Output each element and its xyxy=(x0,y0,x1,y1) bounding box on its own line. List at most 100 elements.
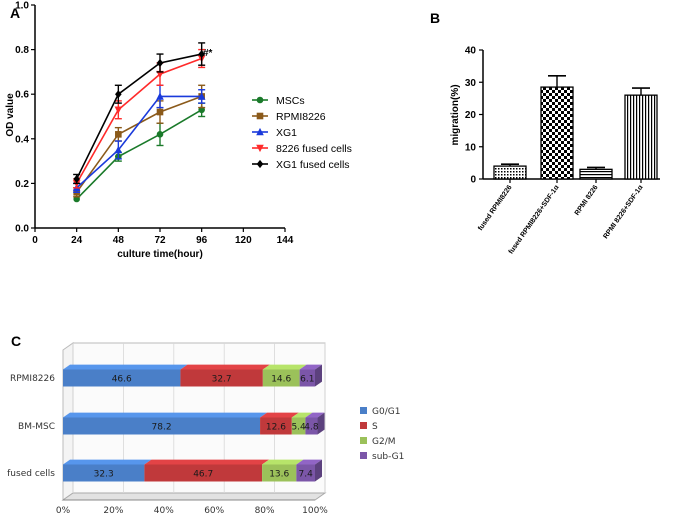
panel-a-legend-marker xyxy=(256,144,264,153)
panel-c-segment-top xyxy=(63,364,188,370)
panel-c-segment-face xyxy=(262,369,300,387)
panel-c-x-tick-label: 0% xyxy=(56,506,71,514)
panel-c-segment-side xyxy=(317,412,325,435)
panel-c-segment: 78.2 xyxy=(63,412,268,435)
panel-a-series-line xyxy=(75,53,202,180)
panel-c-segment: 46.6 xyxy=(63,364,188,387)
panel-a-data-point xyxy=(115,90,122,99)
panel-a-y-tick-label: 0.0 xyxy=(15,224,29,235)
panel-b-category-label: fused RPMI8226+SDF-1α xyxy=(508,184,561,256)
panel-a-data-point xyxy=(156,108,164,116)
panel-c-value-label: 5.4 xyxy=(291,423,306,433)
panel-c-x-tick-label: 80% xyxy=(255,506,275,514)
panel-c-segment-face xyxy=(144,464,263,482)
panel-c-segment-top xyxy=(63,412,268,418)
panel-a-legend-label: RPMI8226 xyxy=(276,111,326,123)
panel-c-segment-side xyxy=(315,364,322,387)
panel-a-data-point xyxy=(156,92,164,100)
panel-a-y-tick-label: 0.6 xyxy=(15,90,29,101)
panel-a-legend-label: MSCs xyxy=(276,95,305,107)
panel-a-data-point xyxy=(156,58,164,68)
panel-c-segment-face xyxy=(305,417,318,435)
panel-c-value-label: 46.7 xyxy=(193,470,213,480)
panel-a-legend-item: XG1 fused cells xyxy=(252,159,350,171)
panel-c-value-label: 12.6 xyxy=(266,423,286,433)
panel-c-value-label: 4.8 xyxy=(304,423,319,433)
panel-c-segment: 5.4 xyxy=(291,412,313,435)
panel-c-segment: 4.8 xyxy=(304,412,325,435)
panel-c-segment-top xyxy=(144,459,270,465)
panel-a-data-point xyxy=(115,131,122,138)
panel-c-segment: 14.6 xyxy=(262,364,307,387)
panel-a-xlabel: culture time(hour) xyxy=(117,249,203,260)
panel-c-segment-face xyxy=(260,417,292,435)
panel-a-series-line xyxy=(76,109,203,200)
panel-c-segment-face xyxy=(63,464,145,482)
panel-b-category-label: fused RPMI8226 xyxy=(477,184,514,232)
panel-a-data-point xyxy=(114,145,123,154)
panel-a-data-point xyxy=(156,70,164,79)
panel-b-y-tick-label: 40 xyxy=(465,46,477,57)
panel-b-y-tick-label: 0 xyxy=(470,175,476,186)
panel-c-legend-swatch xyxy=(360,452,367,459)
panel-a-x-tick-label: 48 xyxy=(113,235,125,246)
panel-c-segment-top xyxy=(262,364,307,370)
panel-c-legend-label: S xyxy=(372,422,378,432)
panel-c-x-tick-label: 20% xyxy=(103,506,123,514)
panel-a-x-tick-label: 24 xyxy=(71,235,83,246)
panel-c-segment-face xyxy=(63,369,181,387)
panel-c-category-label: RPMI8226 xyxy=(10,374,55,384)
panel-c-segment: 46.7 xyxy=(144,459,270,482)
panel-c-legend-item: G0/G1 xyxy=(360,407,400,417)
panel-c-x-tick-label: 60% xyxy=(204,506,224,514)
panel-c-segment: 7.4 xyxy=(296,459,322,482)
panel-a-legend-item: 8226 fused cells xyxy=(252,143,352,155)
panel-c-segment-top xyxy=(296,459,322,465)
panel-a-series-line xyxy=(75,57,202,184)
panel-a-series-line xyxy=(76,95,202,193)
panel-c-value-label: 6.1 xyxy=(300,375,314,385)
panel-a-data-point xyxy=(198,49,205,59)
panel-b-y-tick-label: 30 xyxy=(465,78,477,89)
panel-a-x-tick-label: 0 xyxy=(32,235,38,246)
panel-a-y-tick-label: 0.8 xyxy=(15,45,29,56)
panel-b-label: B xyxy=(430,10,440,26)
panel-a-data-point xyxy=(156,131,164,138)
panel-a-x-tick-label: 96 xyxy=(196,235,208,246)
panel-c-segment: 6.1 xyxy=(299,364,322,387)
panel-b-category-label: RPMI 8226 xyxy=(574,184,600,217)
panel-a-legend-label: 8226 fused cells xyxy=(276,143,352,155)
panel-a-y-tick-label: 0.4 xyxy=(15,134,29,145)
panel-a-legend-marker xyxy=(256,96,264,104)
panel-c-value-label: 13.6 xyxy=(269,470,289,480)
panel-c-value-label: 32.3 xyxy=(94,470,114,480)
panel-a-line-chart: A 0.0 0.2 0.4 0.6 0.8 1.0 0 24 48 72 96 120 144 OD v… xyxy=(5,1,352,261)
panel-a-series-rpmi8226 xyxy=(73,84,206,198)
panel-a-legend-marker xyxy=(256,159,264,169)
panel-c-value-label: 14.6 xyxy=(271,375,291,385)
panel-c-value-label: 7.4 xyxy=(299,470,314,480)
panel-b-bar xyxy=(579,168,613,180)
panel-c-legend-label: G0/G1 xyxy=(372,407,400,417)
panel-b-bar xyxy=(540,86,574,180)
panel-c-segment-face xyxy=(180,369,263,387)
panel-a-x-tick-label: 72 xyxy=(154,235,166,246)
panel-c-segment-face xyxy=(262,464,297,482)
panel-a-label: A xyxy=(10,5,20,21)
panel-a-y-tick-label: 1.0 xyxy=(15,1,29,12)
panel-c-segment-top xyxy=(63,459,152,465)
panel-c-value-label: 78.2 xyxy=(152,423,172,433)
panel-a-legend-marker xyxy=(256,112,264,120)
panel-c-segment-top xyxy=(260,412,299,418)
panel-c-legend-swatch xyxy=(360,422,367,429)
panel-a-series-line xyxy=(76,95,202,189)
panel-c-segment-top xyxy=(305,412,325,418)
panel-c-value-label: 46.6 xyxy=(112,375,132,385)
panel-c-legend-item: S xyxy=(360,422,378,432)
panel-a-legend-marker xyxy=(256,127,264,136)
panel-c-segment: 12.6 xyxy=(260,412,299,435)
panel-c-segment: 32.7 xyxy=(180,364,270,387)
panel-b-bar xyxy=(624,94,658,180)
